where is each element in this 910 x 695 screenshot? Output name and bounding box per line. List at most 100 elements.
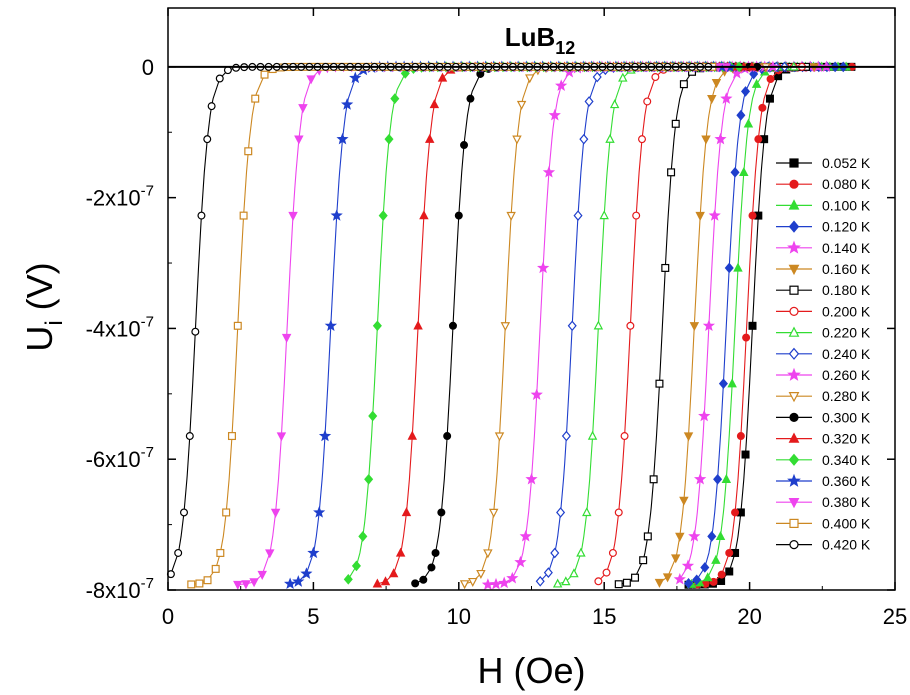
data-point (241, 580, 251, 590)
data-point (579, 133, 589, 145)
legend-label: 0.220 K (822, 325, 871, 341)
chart-title: LuB12 (505, 22, 576, 58)
x-axis-title: H (Oe) (478, 650, 586, 691)
data-point (351, 560, 361, 572)
data-point (358, 531, 368, 542)
data-point (692, 574, 702, 586)
data-point (388, 568, 399, 578)
data-point (324, 319, 338, 332)
legend-label: 0.320 K (822, 431, 871, 447)
data-point (395, 547, 406, 557)
data-point (720, 92, 733, 104)
legend-label: 0.100 K (822, 197, 871, 213)
data-point (227, 432, 236, 441)
legend-item: 0.400 K (776, 515, 871, 531)
data-point (318, 429, 332, 442)
data-point (622, 578, 631, 587)
data-point (512, 135, 522, 145)
x-tick-label: 15 (592, 604, 616, 629)
data-point (741, 86, 751, 97)
data-point (483, 549, 493, 559)
data-point (584, 96, 594, 107)
data-point (454, 211, 463, 220)
legend-label: 0.340 K (822, 452, 871, 468)
data-point (788, 199, 800, 210)
data-point (713, 473, 723, 485)
legend-label: 0.160 K (822, 261, 871, 277)
data-point (788, 220, 800, 233)
data-point (211, 564, 220, 573)
data-point (789, 412, 799, 422)
data-point (688, 529, 701, 542)
data-point (372, 320, 382, 332)
y-tick-exponent: -7 (141, 575, 154, 592)
data-point (717, 576, 726, 585)
data-point (789, 539, 799, 550)
legend-item: 0.240 K (776, 346, 871, 362)
data-point (448, 321, 457, 330)
legend-label: 0.080 K (822, 176, 871, 192)
data-point (639, 556, 648, 565)
legend-item: 0.300 K (776, 409, 871, 425)
data-point (488, 508, 499, 518)
data-point (651, 73, 660, 82)
legend-item: 0.360 K (776, 473, 871, 489)
data-point (702, 319, 716, 332)
legend-label: 0.140 K (822, 240, 871, 256)
data-point (516, 100, 527, 110)
legend-label: 0.200 K (822, 303, 871, 319)
data-point (671, 119, 680, 128)
data-point (506, 211, 516, 221)
data-point (260, 70, 269, 79)
data-point (708, 209, 721, 221)
data-point (203, 576, 212, 585)
legend-label: 0.260 K (822, 367, 871, 383)
data-point (742, 333, 751, 342)
data-point (614, 580, 623, 589)
legend-label: 0.280 K (822, 388, 871, 404)
data-point (306, 75, 316, 85)
y-axis-title-main: U (19, 326, 60, 352)
data-point (788, 392, 800, 403)
data-point (307, 546, 320, 559)
data-point (605, 133, 615, 143)
data-point (384, 133, 394, 145)
data-point (748, 211, 757, 220)
data-point (372, 578, 383, 588)
y-tick-mantissa: -2x10 (86, 186, 141, 211)
data-point (276, 432, 287, 442)
data-point (292, 575, 305, 587)
data-point (222, 508, 231, 517)
data-point (535, 575, 545, 587)
data-point (662, 573, 673, 583)
legend-item: 0.220 K (776, 325, 871, 341)
data-point (378, 210, 388, 221)
data-point (594, 577, 603, 586)
data-point (349, 71, 362, 84)
legend-label: 0.360 K (822, 473, 871, 489)
legend-label: 0.240 K (822, 346, 871, 362)
chart-title-subscript: 12 (555, 38, 575, 58)
data-point (754, 135, 763, 144)
legend-item: 0.380 K (776, 494, 871, 510)
data-point (788, 326, 800, 337)
data-point (215, 74, 224, 83)
data-point (556, 507, 566, 518)
data-point (191, 327, 200, 336)
data-point (766, 75, 775, 84)
y-tick-label: -8x10-7 (86, 575, 154, 603)
data-point (620, 432, 629, 441)
data-point (380, 576, 391, 586)
data-point (700, 562, 710, 573)
data-point (284, 577, 297, 590)
data-point (725, 548, 734, 557)
data-point (788, 347, 800, 360)
data-point (741, 450, 750, 459)
data-point (695, 211, 705, 221)
legend-item: 0.180 K (776, 282, 871, 298)
data-point (711, 554, 721, 564)
data-point (494, 432, 505, 442)
data-point (758, 103, 767, 112)
data-point (788, 498, 800, 509)
